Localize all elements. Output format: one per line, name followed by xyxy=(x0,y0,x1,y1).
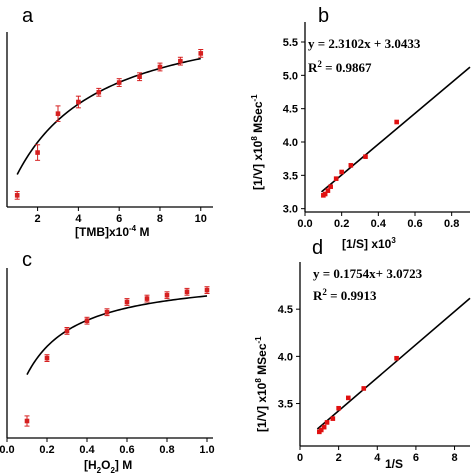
panel-d-data-point xyxy=(361,386,367,391)
panel-b-data-point xyxy=(348,163,354,168)
panel-b-data-point xyxy=(333,176,339,181)
panel-a: a 2 4 6 8 10 [TMB]x10-4 M xyxy=(6,5,213,239)
panel-b-xtick-label: 0.4 xyxy=(371,218,387,230)
panel-c-xtick-label: 0.0 xyxy=(0,444,15,456)
panel-c-xtick-label: 0.2 xyxy=(39,444,54,456)
panel-b-xtick-label: 0.8 xyxy=(444,218,459,230)
panel-d-xtick-label: 0 xyxy=(297,452,303,464)
panel-a-data-point xyxy=(157,64,163,70)
panel-b-data-point xyxy=(328,184,333,189)
panel-c-data-point xyxy=(104,309,110,315)
panel-a-xtick-label: 8 xyxy=(157,213,163,225)
panel-a-data-point xyxy=(14,193,20,198)
panel-b-ytick-label: 3.5 xyxy=(283,170,298,182)
panel-b-ytick-label: 4.5 xyxy=(283,104,298,116)
panel-letter-a: a xyxy=(22,5,34,27)
panel-b-data-point xyxy=(394,119,399,125)
panel-d-xtick-label: 8 xyxy=(451,452,457,464)
panel-b-equation: y = 2.3102x + 3.0433 xyxy=(308,36,421,51)
panel-b-data-point xyxy=(322,191,328,197)
panel-c-fit-line xyxy=(26,295,208,376)
panel-b: b 0.0 0.2 0.4 0.6 0.8 3.0 3.5 4.0 4.5 5.0 5.5 y = … xyxy=(250,5,471,251)
panel-a-data-point xyxy=(198,51,204,56)
panel-b-ytick-label: 5.0 xyxy=(283,70,298,82)
panel-c-data-point xyxy=(204,287,210,293)
panel-c-data-point xyxy=(24,418,30,424)
panel-c-data-point xyxy=(124,299,130,305)
panel-d-data-point xyxy=(394,355,399,361)
panel-d-fit-line xyxy=(316,297,471,430)
panel-c-plot: 0.0 0.2 0.4 0.6 0.8 1.0 xyxy=(0,268,215,456)
panel-d-data-point xyxy=(330,416,336,421)
panel-a-data-point xyxy=(55,111,61,116)
panel-c-data-point xyxy=(164,292,170,298)
panel-c-xtick-label: 0.4 xyxy=(79,444,95,456)
panel-c-xlabel: [H2O2] M xyxy=(84,458,132,474)
panel-c-data-point xyxy=(144,296,150,301)
panel-letter-d: d xyxy=(312,237,323,259)
panel-d-xtick-label: 4 xyxy=(374,452,381,464)
panel-b-data-point xyxy=(325,188,331,193)
panel-a-xtick-label: 6 xyxy=(116,213,122,225)
panel-a-data-point xyxy=(76,99,81,105)
panel-b-r2: R2 = 0.9867 xyxy=(308,59,372,75)
panel-c-data-point xyxy=(184,289,190,295)
panel-d-ytick-label: 3.5 xyxy=(278,399,293,411)
panel-a-data-point xyxy=(96,89,102,95)
panel-c-xtick-label: 1.0 xyxy=(199,444,214,456)
panel-d-xtick-label: 2 xyxy=(336,452,342,464)
panel-letter-b: b xyxy=(318,5,329,27)
panel-d-plot: 0 2 4 6 8 3.5 4.0 4.5 xyxy=(278,262,471,464)
panel-c-xtick-label: 0.6 xyxy=(119,444,134,456)
panel-b-data-point xyxy=(363,154,368,159)
panel-a-data-point xyxy=(137,74,142,80)
panel-b-plot: 0.0 0.2 0.4 0.6 0.8 3.0 3.5 4.0 4.5 5.0 5.5 xyxy=(283,22,471,230)
panel-d-data-point xyxy=(321,424,327,430)
panel-d-xlabel: 1/S xyxy=(385,457,403,471)
panel-d: d 0 2 4 6 8 3.5 4.0 4.5 y = 0.1754x+ 3.0723 R2 … xyxy=(254,237,471,471)
panel-b-ytick-label: 3.0 xyxy=(283,204,298,216)
panel-b-xtick-label: 0.2 xyxy=(334,218,349,230)
panel-b-xtick-label: 0.6 xyxy=(407,218,422,230)
panel-b-ytick-label: 4.0 xyxy=(283,137,298,149)
panel-b-xtick-label: 0.0 xyxy=(297,218,312,230)
panel-c-data-point xyxy=(84,318,90,323)
panel-a-xtick-label: 10 xyxy=(195,213,207,225)
panel-b-data-point xyxy=(339,169,344,175)
panel-c-xtick-label: 0.8 xyxy=(159,444,174,456)
panel-b-xlabel: [1/S] x103 xyxy=(342,236,396,251)
panel-d-data-point xyxy=(318,427,324,433)
panel-d-ytick-label: 4.0 xyxy=(278,351,293,363)
panel-d-r2: R2 = 0.9913 xyxy=(313,287,377,303)
panel-a-data-point xyxy=(35,150,40,155)
panel-a-plot: 2 4 6 8 10 xyxy=(6,32,213,225)
panel-c-data-point xyxy=(44,355,50,361)
panel-d-data-point xyxy=(324,420,330,425)
panel-d-xtick-label: 6 xyxy=(413,452,419,464)
panel-a-xtick-label: 2 xyxy=(35,213,41,225)
panel-c: c 0.0 0.2 0.4 0.6 0.8 1.0 [H2O2] M xyxy=(0,249,215,474)
panel-c-data-point xyxy=(64,328,70,334)
panel-a-data-point xyxy=(178,58,183,64)
panel-d-ytick-label: 4.5 xyxy=(278,304,293,316)
panel-d-equation: y = 0.1754x+ 3.0723 xyxy=(313,266,423,281)
panel-a-xlabel: [TMB]x10-4 M xyxy=(75,224,149,239)
panel-b-fit-line xyxy=(320,66,471,193)
panel-a-data-point xyxy=(116,80,122,85)
panel-a-xtick-label: 4 xyxy=(75,213,82,225)
panel-d-ylabel: [1/V] x108 MSec-1 xyxy=(254,336,269,432)
panel-d-data-point xyxy=(336,405,341,411)
panel-a-fit-line xyxy=(16,57,201,175)
panel-d-data-point xyxy=(345,395,351,401)
panel-letter-c: c xyxy=(22,249,32,271)
panel-b-ytick-label: 5.5 xyxy=(283,37,298,49)
panel-b-ylabel: [1/V] x108 MSec-1 xyxy=(250,94,265,190)
